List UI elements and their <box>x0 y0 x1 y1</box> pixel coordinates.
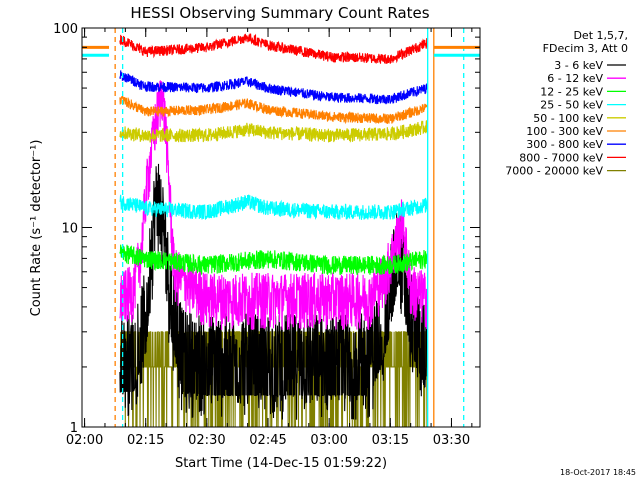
series-line-100-300-kev <box>119 95 428 125</box>
series-line-7000-20000-kev <box>119 331 428 428</box>
y-tick-label: 100 <box>53 22 78 37</box>
x-tick-label: 03:30 <box>433 433 470 448</box>
legend-label: 3 - 6 keV <box>554 59 603 72</box>
y-tick-label: 1 <box>70 421 78 436</box>
series-line-25-50-kev <box>119 194 428 220</box>
y-tick-label: 10 <box>61 222 78 237</box>
x-tick-label: 02:15 <box>127 433 164 448</box>
legend-title-line-1: Det 1,5,7, <box>573 29 628 42</box>
generation-timestamp: 18-Oct-2017 18:45 <box>560 468 636 477</box>
legend-label: 7000 - 20000 keV <box>505 165 603 178</box>
x-axis-label: Start Time (14-Dec-15 01:59:22) <box>175 456 387 471</box>
x-tick-label: 02:45 <box>249 433 286 448</box>
x-tick-label: 02:30 <box>188 433 225 448</box>
series-layer <box>119 33 428 428</box>
legend-label: 300 - 800 keV <box>526 138 603 151</box>
legend-label: 50 - 100 keV <box>533 112 603 125</box>
legend-label: 100 - 300 keV <box>526 125 603 138</box>
x-tick-label: 03:15 <box>372 433 409 448</box>
series-line-6-12-kev <box>119 80 428 331</box>
legend-title-line-2: FDecim 3, Att 0 <box>543 42 628 55</box>
legend-label: 800 - 7000 keV <box>519 151 603 164</box>
x-tick-label: 02:00 <box>66 433 103 448</box>
x-axis: 02:00 02:15 02:30 02:45 03:00 03:15 03:30 <box>66 28 473 448</box>
legend-label: 12 - 25 keV <box>540 85 603 98</box>
series-line-12-25-kev <box>119 244 428 276</box>
legend-label: 25 - 50 keV <box>540 99 603 112</box>
y-axis: 1 10 100 <box>53 22 480 436</box>
series-line-800-7000-kev <box>119 33 428 64</box>
y-axis-label: Count Rate (s⁻¹ detector⁻¹) <box>29 140 44 317</box>
x-tick-label: 03:00 <box>310 433 347 448</box>
series-line-3-6-kev <box>119 163 428 420</box>
series-line-50-100-kev <box>119 120 428 143</box>
legend-label: 6 - 12 keV <box>547 72 603 85</box>
chart-title: HESSI Observing Summary Count Rates <box>130 4 429 22</box>
series-line-300-800-kev <box>119 70 428 105</box>
